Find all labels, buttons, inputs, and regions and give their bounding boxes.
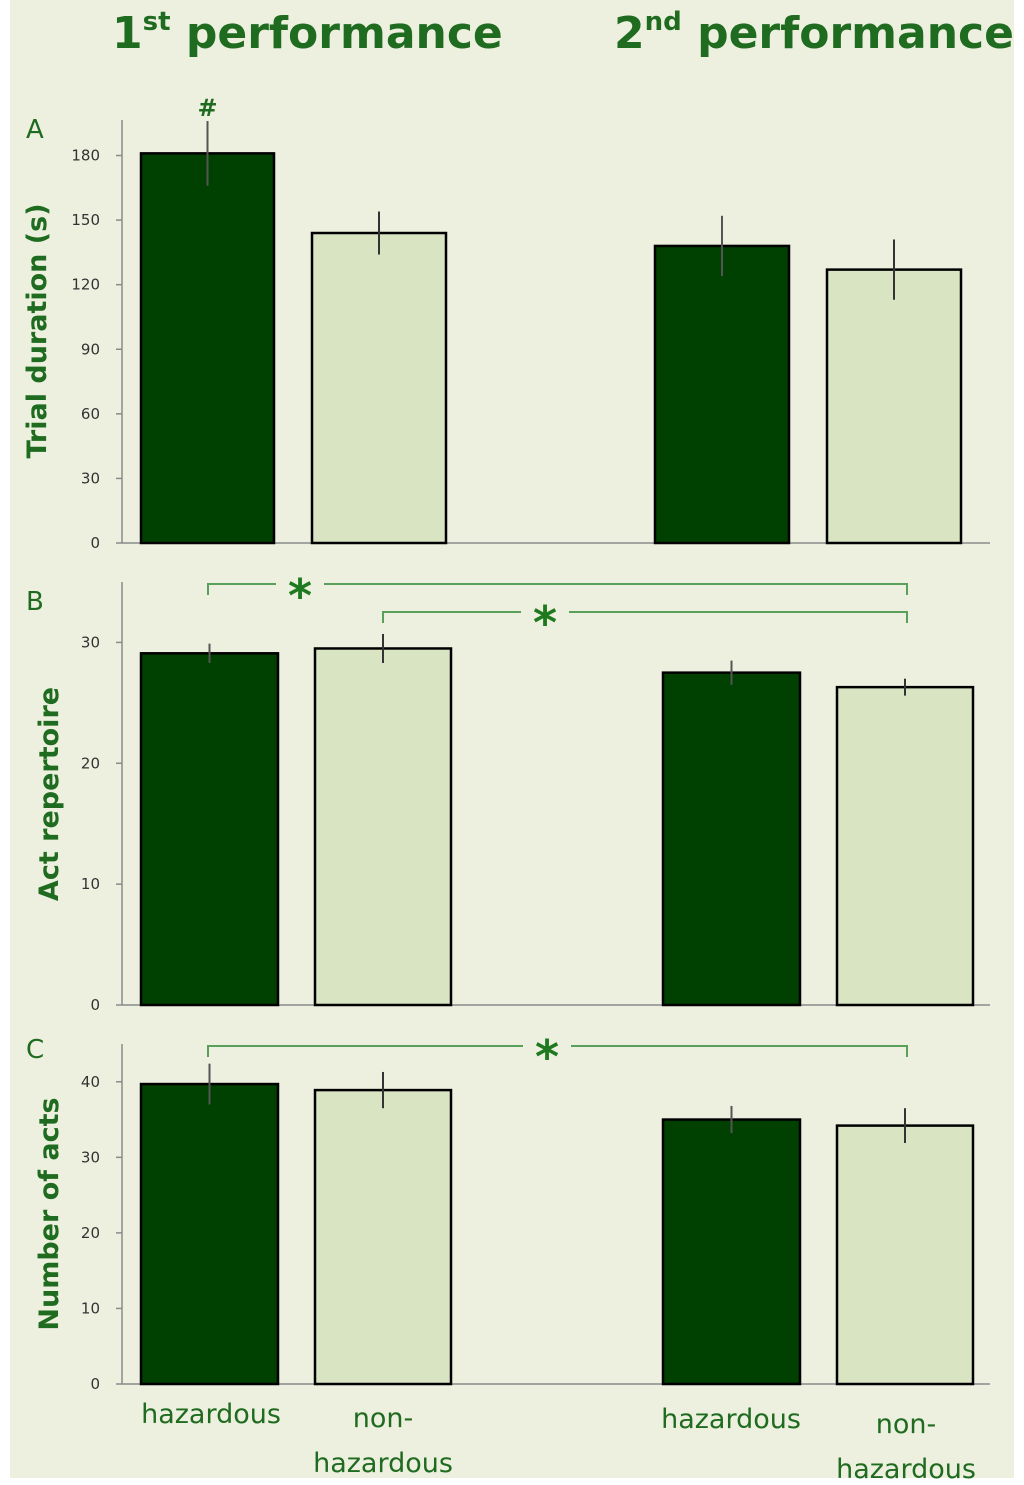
y-tick-label: 30 [81, 1148, 100, 1166]
significance-star: * [535, 1030, 559, 1084]
bar [310, 231, 448, 545]
y-tick-label: 150 [71, 211, 100, 229]
category-label: non-hazardous [313, 1403, 453, 1479]
y-tick-label: 30 [81, 633, 100, 651]
category-label: non-hazardous [836, 1409, 976, 1485]
y-tick-label: 10 [81, 875, 100, 893]
bar [661, 671, 802, 1007]
comparison-bracket-left [382, 611, 521, 623]
bar [661, 1118, 802, 1386]
y-tick-label: 0 [90, 996, 100, 1014]
significance-hash: # [197, 94, 217, 122]
category-label: hazardous [661, 1404, 801, 1435]
bar [139, 1082, 280, 1386]
bar [825, 268, 963, 545]
bar [653, 244, 791, 545]
y-tick-label: 0 [90, 1375, 100, 1393]
comparison-bracket-right [569, 611, 908, 623]
significance-star: * [533, 596, 557, 650]
y-tick-label: 10 [81, 1299, 100, 1317]
y-tick-label: 60 [81, 405, 100, 423]
y-tick-label: 120 [71, 276, 100, 294]
bar [835, 685, 975, 1007]
panel-letter: C [26, 1035, 44, 1065]
panel-letter: B [26, 587, 44, 617]
y-tick-label: 180 [71, 147, 100, 165]
y-tick-label: 30 [81, 469, 100, 487]
comparison-bracket-left [207, 583, 276, 595]
bar [139, 652, 280, 1007]
bar [835, 1124, 975, 1386]
comparison-bracket-left [207, 1045, 523, 1057]
bar [313, 647, 453, 1007]
first-performance-heading: 1st performance [112, 7, 503, 59]
y-axis-label: Act repertoire [34, 687, 65, 901]
y-tick-label: 0 [90, 534, 100, 552]
panel-letter: A [26, 115, 44, 145]
comparison-bracket-right [571, 1045, 908, 1057]
y-tick-label: 20 [81, 1224, 100, 1242]
y-axis-label: Trial duration (s) [22, 203, 53, 458]
comparison-bracket-right [324, 583, 908, 595]
category-label: hazardous [141, 1399, 281, 1430]
y-tick-label: 20 [81, 754, 100, 772]
y-tick-label: 90 [81, 340, 100, 358]
y-axis-label: Number of acts [34, 1097, 65, 1330]
y-tick-label: 40 [81, 1073, 100, 1091]
bar [139, 152, 276, 545]
second-performance-heading: 2nd performance [614, 7, 1014, 59]
bar [313, 1088, 453, 1386]
significance-star: * [288, 569, 312, 623]
